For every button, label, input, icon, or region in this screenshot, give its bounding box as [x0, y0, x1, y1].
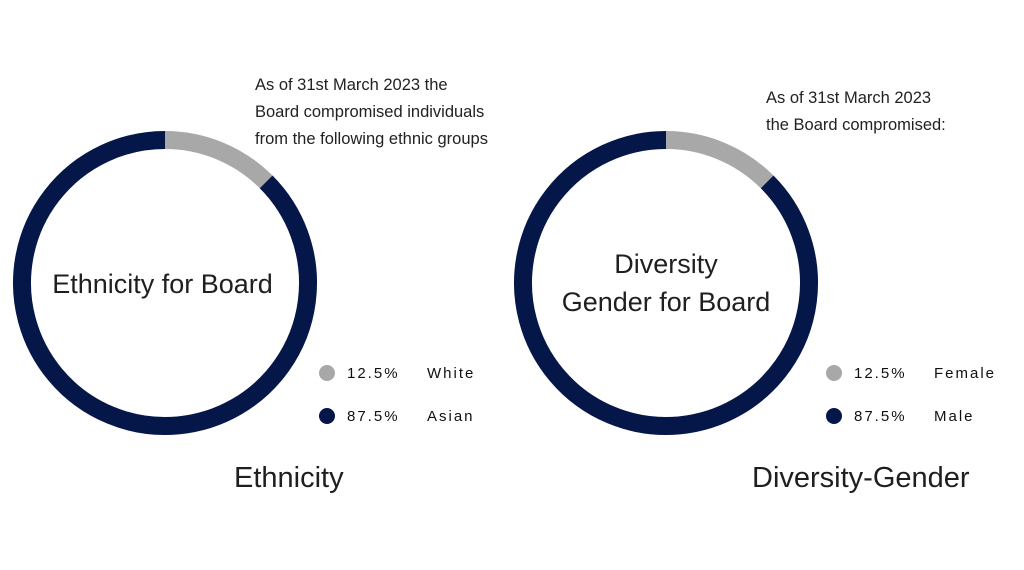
legend-label-white: White: [427, 364, 476, 382]
ethnicity-caption: Ethnicity: [234, 462, 344, 494]
ethnicity-note-line-2: Board compromised individuals: [255, 103, 485, 121]
ethnicity-slice-white: [164, 131, 273, 189]
ethnicity-note-line-1: As of 31st March 2023 the: [255, 76, 448, 94]
legend-item-white: 12.5% White: [319, 362, 475, 384]
ethnicity-note-line-3: from the following ethnic groups: [255, 130, 488, 148]
gender-note-line-2: the Board compromised:: [766, 116, 946, 134]
gender-center-label-line-2: Gender for Board: [561, 287, 771, 317]
gender-center-label: Diversity Gender for Board: [512, 245, 820, 321]
legend-item-asian: 87.5% Asian: [319, 405, 475, 427]
gender-slice-male: [514, 131, 818, 435]
ethnicity-donut-chart: [13, 131, 317, 435]
legend-dot-male: [826, 408, 842, 424]
legend-item-female: 12.5% Female: [826, 362, 996, 384]
legend-label-asian: Asian: [427, 407, 475, 425]
legend-dot-white: [319, 365, 335, 381]
ethnicity-panel: Ethnicity for Board As of 31st March 202…: [13, 72, 488, 494]
gender-slice-female: [665, 131, 774, 189]
legend-dot-female: [826, 365, 842, 381]
ethnicity-note: As of 31st March 2023 the Board compromi…: [255, 72, 488, 153]
ethnicity-center-label: Ethnicity for Board: [52, 269, 273, 299]
gender-panel: Diversity Gender for Board As of 31st Ma…: [512, 0, 1024, 570]
gender-center-label-line-1: Diversity: [614, 249, 718, 279]
gender-legend: 12.5% Female 87.5% Male: [826, 362, 996, 448]
legend-pct-female: 12.5%: [854, 364, 907, 382]
gender-note-line-1: As of 31st March 2023: [766, 89, 932, 107]
legend-pct-male: 87.5%: [854, 407, 907, 425]
legend-pct-asian: 87.5%: [347, 407, 400, 425]
gender-donut-chart: [514, 131, 818, 435]
legend-label-male: Male: [934, 407, 975, 425]
gender-note: As of 31st March 2023 the Board compromi…: [766, 85, 946, 139]
gender-caption: Diversity-Gender: [752, 462, 970, 494]
legend-item-male: 87.5% Male: [826, 405, 996, 427]
legend-dot-asian: [319, 408, 335, 424]
legend-pct-white: 12.5%: [347, 364, 400, 382]
legend-label-female: Female: [934, 364, 997, 382]
ethnicity-legend: 12.5% White 87.5% Asian: [319, 362, 475, 448]
ethnicity-slice-asian: [13, 131, 317, 435]
